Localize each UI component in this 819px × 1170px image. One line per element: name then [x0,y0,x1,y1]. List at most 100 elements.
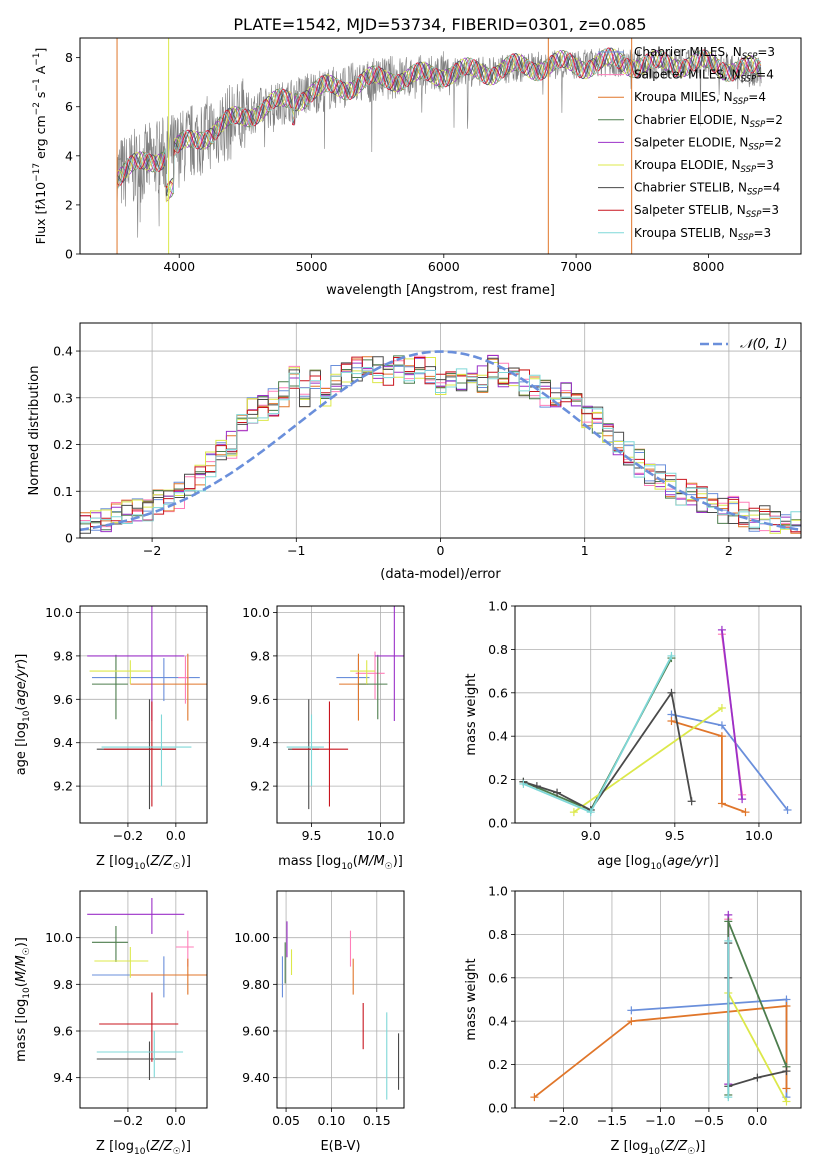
x-tick-label: 0.0 [166,1113,186,1128]
x-tick-label: −0.2 [113,1113,143,1128]
spectrum-model-line [116,48,762,203]
mass_weight_vs_Z-plot-area [530,910,791,1106]
y-tick-label: 9.80 [242,977,270,992]
residual-histogram [80,354,801,538]
x-tick-label: −2 [143,543,161,558]
y-tick-label: 0.4 [488,1014,508,1029]
mass-weight-line [523,690,693,812]
mass_weight_vs_age-frame [514,605,802,824]
age_vs_mass-axes: 9.5 10.0 9.2 9.4 9.6 9.8 10.0 [242,605,404,843]
x-tick-label: 10.0 [745,828,773,843]
residual-histogram [80,356,801,538]
x-tick-label: −0.5 [694,1113,724,1128]
x-tick-label: 0.0 [166,828,186,843]
spectrum-xlabel: wavelength [Angstrom, rest frame] [326,283,555,298]
y-tick-label: 9.4 [53,1070,73,1085]
legend-entry: Salpeter MILES, NSSP=4 [634,68,774,85]
y-tick-label: 0.2 [488,772,508,787]
legend-entry: Kroupa MILES, NSSP=4 [634,90,766,107]
age_vs_Z-axes: −0.2 0.0 9.2 9.4 9.6 9.8 10.0 [45,605,207,843]
spectrum-model-line [116,48,762,194]
mass_weight_vs_Z-xlabel: Z [log10(Z/Z☉)] [611,1139,706,1157]
residuals-axes: −2 −1 0 1 2 0 0.1 0.2 0.3 0.4 [53,323,801,558]
y-tick-label: 6 [65,99,73,114]
y-tick-label: 4 [65,148,73,163]
mass-weight-line [533,1005,788,1098]
legend-entry: Salpeter ELODIE, NSSP=2 [634,135,782,152]
x-tick-label: −2.0 [548,1113,578,1128]
residual-histogram [80,356,801,538]
spectrum-axes: 4000 5000 6000 7000 8000 0 2 4 6 8 [65,50,724,274]
x-tick-label: 2 [725,543,733,558]
mass_vs_ebv-axes: 0.05 0.10 0.15 9.40 9.60 9.80 10.00 [234,891,404,1128]
mass_vs_Z-ylabel: mass [log10(M/M☉)] [14,937,32,1062]
x-tick-label: −0.2 [113,828,143,843]
mass_weight_vs_age-plot-area [519,625,792,817]
x-tick-label: 4000 [163,259,195,274]
spectrum-ylabel: Flux [fλ10−17 erg cm−2 s−1 A−1] [32,48,48,245]
mass_weight_vs_Z-frame [514,890,802,1109]
figure-title: PLATE=1542, MJD=53734, FIBERID=0301, z=0… [233,15,646,34]
x-tick-label: 7000 [560,259,592,274]
residual-histogram [80,357,801,538]
residual-histogram [80,362,801,538]
x-tick-label: 0 [437,543,445,558]
mass_vs_ebv-xlabel: E(B-V) [320,1139,360,1154]
mass-weight-line [671,713,789,811]
spectrum-legend: Chabrier MILES, NSSP=3 Salpeter MILES, NS… [598,45,783,243]
mass_weight_vs_age-xlabel: age [log10(age/yr)] [597,854,719,872]
mass-weight-line [523,657,673,812]
residuals-plot-area [80,350,801,538]
mass_weight_vs_Z-axes: −2.0 −1.5 −1.0 −0.5 0.0 0.0 0.2 0.4 0.6 0.8 1.0 [488,884,801,1128]
legend-entry: Chabrier MILES, NSSP=3 [634,45,775,62]
normal-curve [80,350,799,532]
y-tick-label: 1.0 [488,884,508,899]
y-tick-label: 9.40 [242,1070,270,1085]
spectrum-model-line [116,47,762,197]
legend-entry: Salpeter STELIB, NSSP=3 [634,203,779,220]
residuals-ylabel: Normed distribution [27,366,42,496]
y-tick-label: 0.3 [53,390,73,405]
y-tick-label: 10.00 [234,930,270,945]
y-tick-label: 10.0 [242,605,270,620]
mass-weight-line [721,629,743,800]
y-tick-label: 9.6 [53,1024,73,1039]
legend-entry: Kroupa STELIB, NSSP=3 [634,226,771,243]
age_vs_Z-plot-area [87,606,207,810]
residual-histogram [80,355,801,538]
y-tick-label: 9.8 [53,977,73,992]
age_vs_Z-frame [79,605,208,824]
x-tick-label: 10.0 [367,828,395,843]
age_vs_mass-frame [276,605,405,824]
y-tick-label: 0.2 [488,1057,508,1072]
spectrum-model-line [116,47,761,189]
mass_vs_ebv-plot-area [281,921,400,1100]
residuals-frame [79,322,802,539]
x-tick-label: 6000 [428,259,460,274]
spectrum-plot-area [116,38,762,254]
y-tick-label: 10.0 [45,605,73,620]
y-tick-label: 0.8 [488,927,508,942]
y-tick-label: 9.4 [250,735,270,750]
x-tick-label: 0.15 [363,1113,391,1128]
y-tick-label: 9.4 [53,735,73,750]
x-tick-label: 9.0 [581,828,601,843]
y-tick-label: 9.60 [242,1024,270,1039]
residual-histogram [80,364,801,538]
y-tick-label: 9.6 [250,692,270,707]
x-tick-label: −1 [287,543,305,558]
x-tick-label: 9.5 [665,828,685,843]
mass_weight_vs_age-axes: 9.0 9.5 10.0 0.0 0.2 0.4 0.6 0.8 1.0 [488,599,801,843]
x-tick-label: 0.0 [747,1113,767,1128]
y-tick-label: 0.6 [488,685,508,700]
y-tick-label: 0 [65,531,73,546]
legend-entry: 𝒩(0, 1) [740,337,787,352]
spectrum-frame [79,37,802,255]
y-tick-label: 0.4 [53,344,73,359]
x-tick-label: −1.5 [597,1113,627,1128]
y-tick-label: 10.0 [45,930,73,945]
x-tick-label: 0.05 [272,1113,300,1128]
y-tick-label: 0.8 [488,642,508,657]
y-tick-label: 0 [65,247,73,262]
y-tick-label: 9.8 [250,648,270,663]
